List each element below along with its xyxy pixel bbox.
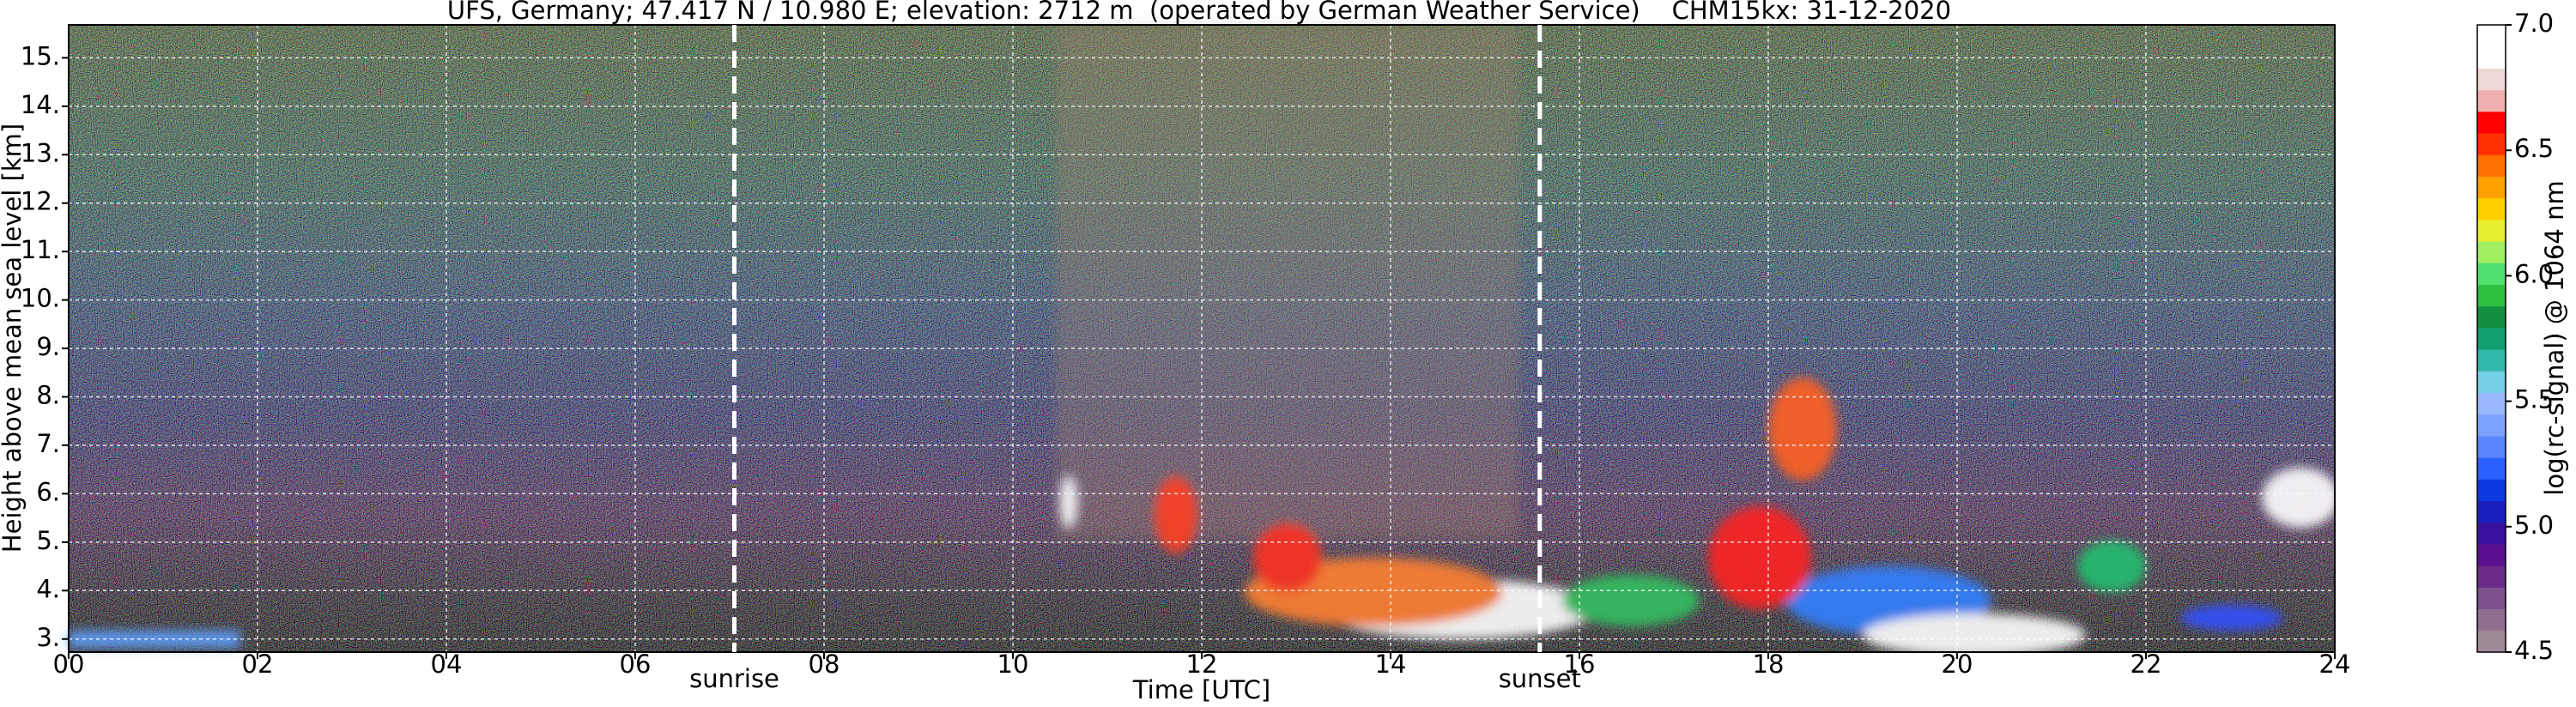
y-tick-label: 13. [21, 138, 60, 167]
colorbar-band [2477, 25, 2506, 47]
y-tick-label: 7. [36, 429, 60, 458]
y-tick-label: 4. [36, 574, 60, 603]
annotation-label: sunrise [689, 664, 779, 693]
plot-field [69, 25, 2339, 656]
colorbar-band [2477, 46, 2506, 69]
y-tick-label: 3. [36, 623, 60, 652]
x-tick-label: 10 [997, 650, 1029, 679]
colorbar-tick-label: 7.0 [2514, 9, 2554, 38]
colorbar-tick-label: 5.0 [2514, 511, 2554, 540]
chart-title: UFS, Germany; 47.417 N / 10.980 E; eleva… [447, 0, 1951, 25]
x-tick-label: 14 [1375, 650, 1407, 679]
y-tick-label: 5. [36, 526, 60, 555]
colorbar-label: log(rc-signal) @ 1064 nm [2540, 180, 2569, 495]
colorbar-band [2477, 349, 2506, 372]
colorbar-band [2477, 608, 2506, 631]
x-tick-label: 16 [1564, 650, 1596, 679]
colorbar-band [2477, 587, 2506, 610]
colorbar-band [2477, 68, 2506, 91]
colorbar-frame [2476, 24, 2506, 653]
y-tick-label: 14. [21, 90, 60, 119]
colorbar-band [2477, 219, 2506, 242]
colorbar-band [2477, 371, 2506, 394]
x-tick-label: 12 [1186, 650, 1218, 679]
colorbar-band [2477, 479, 2506, 502]
y-tick-label: 8. [36, 381, 60, 410]
colorbar-band [2477, 176, 2506, 199]
x-tick-label: 22 [2131, 650, 2162, 679]
x-tick-label: 02 [242, 650, 274, 679]
colorbar-tick-label: 4.5 [2514, 636, 2554, 665]
x-tick-label: 20 [1942, 650, 1973, 679]
y-tick-label: 9. [36, 332, 60, 361]
x-tick-label: 00 [53, 650, 85, 679]
x-tick-label: 24 [2319, 650, 2351, 679]
x-tick-label: 08 [809, 650, 840, 679]
colorbar-tick-label: 5.5 [2514, 385, 2554, 414]
colorbar-band [2477, 630, 2506, 653]
colorbar-band [2477, 305, 2506, 329]
y-tick-label: 12. [21, 187, 60, 216]
y-tick-label: 10. [21, 284, 60, 313]
colorbar-band [2477, 263, 2506, 285]
colorbar-band [2477, 565, 2506, 588]
colorbar-band [2477, 522, 2506, 545]
colorbar-band [2477, 543, 2506, 566]
x-tick-label: 04 [431, 650, 463, 679]
colorbar-band [2477, 197, 2506, 221]
colorbar-tick-label: 6.0 [2514, 259, 2554, 288]
x-axis-label: Time [UTC] [1132, 675, 1270, 704]
colorbar-band [2477, 457, 2506, 480]
colorbar-band [2477, 414, 2506, 437]
colorbar-band [2477, 500, 2506, 523]
y-tick-label: 15. [21, 41, 60, 70]
colorbar-band [2477, 111, 2506, 134]
colorbar-band [2477, 284, 2506, 307]
colorbar-band [2477, 133, 2506, 155]
colorbar-band [2477, 435, 2506, 458]
colorbar-band [2477, 392, 2506, 415]
y-tick-label: 6. [36, 477, 60, 506]
colorbar-band [2477, 89, 2506, 112]
annotation-label: sunset [1499, 664, 1581, 693]
colorbar-tick-label: 6.5 [2514, 134, 2554, 163]
y-axis-label: Height above mean sea level [km] [0, 124, 27, 553]
colorbar-band [2477, 241, 2506, 263]
x-tick-label: 06 [620, 650, 652, 679]
y-tick-label: 11. [21, 235, 60, 264]
colorbar-band [2477, 327, 2506, 350]
colorbar-band [2477, 154, 2506, 177]
x-tick-label: 18 [1753, 650, 1785, 679]
